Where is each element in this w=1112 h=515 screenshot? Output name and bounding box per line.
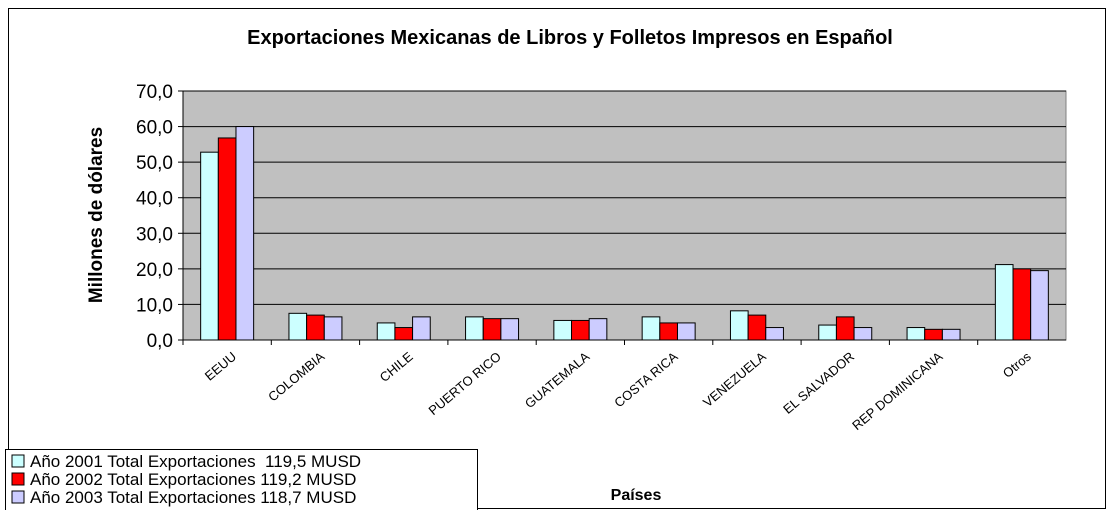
bar: [288, 312, 308, 341]
bar: [1030, 270, 1049, 341]
bar: [500, 318, 520, 341]
y-tick-label: 50,0: [136, 153, 173, 174]
plot-area: [182, 90, 1067, 341]
legend-swatch: [11, 490, 25, 504]
legend-label: Año 2002 Total Exportaciones 119,2 MUSD: [30, 470, 356, 489]
bar: [465, 316, 484, 341]
bar: [1012, 268, 1032, 341]
x-axis-label: Países: [611, 487, 662, 504]
legend-swatch: [11, 454, 25, 468]
bar: [818, 324, 837, 341]
bar: [217, 137, 237, 341]
bar: [553, 319, 573, 341]
bar: [659, 322, 678, 341]
y-tick-label: 30,0: [136, 224, 173, 245]
bar: [924, 328, 943, 341]
legend-box: [5, 449, 478, 512]
y-tick-label: 10,0: [136, 295, 173, 316]
bar: [906, 327, 926, 341]
bar: [994, 264, 1014, 341]
bar: [676, 322, 696, 341]
bar: [412, 316, 431, 341]
chart-title: Exportaciones Mexicanas de Libros y Foll…: [247, 27, 893, 49]
y-tick-label: 60,0: [136, 118, 173, 139]
bar: [835, 316, 855, 341]
bar: [853, 327, 873, 341]
bar: [235, 126, 255, 341]
legend-swatch: [11, 472, 25, 486]
bar: [482, 318, 502, 341]
legend-label: Año 2001 Total Exportaciones 119,5 MUSD: [30, 452, 361, 471]
y-tick-label: 20,0: [136, 260, 173, 281]
y-tick-label: 70,0: [136, 82, 173, 103]
legend-label: Año 2003 Total Exportaciones 118,7 MUSD: [30, 488, 356, 507]
bar: [588, 318, 608, 341]
bar: [571, 319, 590, 341]
y-tick-label: 40,0: [136, 189, 173, 210]
bar: [641, 316, 661, 341]
bar: [306, 314, 325, 341]
y-tick-label: 0,0: [147, 331, 173, 352]
bar: [200, 151, 219, 341]
bar: [394, 327, 414, 341]
bar: [765, 327, 784, 341]
bar: [747, 314, 767, 341]
bar: [376, 322, 396, 341]
bar: [729, 310, 749, 341]
bar: [941, 328, 961, 341]
bar: [323, 316, 343, 341]
y-axis-label: Millones de dólares: [86, 127, 107, 303]
